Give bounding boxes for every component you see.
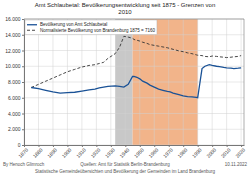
y-tick: 14.000 — [5, 32, 24, 38]
x-tick: 1880 — [31, 145, 43, 159]
x-tick: 1990 — [191, 145, 203, 159]
y-tick-label: 4.000 — [8, 111, 21, 117]
x-tick: 1910 — [75, 145, 87, 159]
x-tick-label: 1970 — [162, 147, 174, 159]
plot-frame — [244, 19, 245, 145]
x-tick: 2000 — [205, 145, 217, 159]
y-tick: 4.000 — [8, 111, 24, 117]
y-tick-label: 6.000 — [8, 95, 21, 101]
y-tick-mark — [22, 98, 24, 99]
title: Amt Schlaubetal: Bevölkerungsentwicklung… — [35, 2, 215, 8]
x-tick: 1960 — [147, 145, 159, 159]
x-tick-label: 1900 — [60, 147, 72, 159]
x-tick-label: 2020 — [234, 147, 246, 159]
series-line — [31, 65, 241, 98]
x-tick-label: 1960 — [147, 147, 159, 159]
x-tick-label: 1880 — [31, 147, 43, 159]
grid-line-y — [24, 113, 244, 114]
x-tick-label: 1940 — [118, 147, 130, 159]
x-tick-label: 1950 — [133, 147, 145, 159]
x-axis: 1870188018901900191019201930194019501960… — [17, 145, 246, 159]
x-tick: 1970 — [162, 145, 174, 159]
x-tick: 2010 — [220, 145, 232, 159]
x-tick: 2020 — [234, 145, 246, 159]
x-tick-label: 1920 — [89, 147, 101, 159]
y-tick-mark — [22, 66, 24, 67]
y-tick: 8.000 — [8, 79, 24, 85]
legend-box — [25, 20, 157, 35]
y-tick-label: 2.000 — [8, 126, 21, 132]
y-tick-label: 8.000 — [8, 79, 21, 85]
grid-line-y — [24, 82, 244, 83]
y-tick-label: 14.000 — [5, 32, 21, 38]
y-tick-label: 12.000 — [5, 48, 21, 54]
x-tick-label: 1930 — [104, 147, 116, 159]
y-tick-mark — [22, 145, 24, 146]
annotation: Quellen: Amt für Statistik Berlin-Brande… — [80, 162, 170, 167]
legend-swatch — [27, 30, 37, 31]
legend-swatch — [27, 24, 37, 25]
plot-frame — [24, 19, 244, 20]
y-tick: 16.000 — [5, 16, 24, 22]
y-tick-mark — [22, 129, 24, 130]
x-tick-label: 1890 — [46, 147, 58, 159]
x-tick: 1980 — [176, 145, 188, 159]
annotation: By Henoch Glimroch — [3, 162, 45, 167]
grid-line-y — [24, 145, 244, 146]
grid-line-y — [24, 50, 244, 51]
grid-line-y — [24, 19, 244, 20]
grid-line-y — [24, 66, 244, 67]
y-tick-mark — [22, 51, 24, 52]
y-tick-mark — [22, 19, 24, 20]
x-tick-label: 1980 — [176, 147, 188, 159]
y-axis-line — [24, 20, 25, 146]
x-tick: 1950 — [133, 145, 145, 159]
y-tick: 0 — [18, 142, 24, 148]
y-tick-label: 16.000 — [5, 16, 21, 22]
series-lines — [31, 36, 241, 97]
plot-area: 1870188018901900191019201930194019501960… — [5, 16, 246, 159]
annotation: 10.11.2022 — [225, 162, 248, 167]
chart: Amt Schlaubetal: Bevölkerungsentwicklung… — [0, 0, 250, 177]
y-tick: 2.000 — [8, 126, 24, 132]
grid — [24, 19, 244, 145]
y-tick-label: 10.000 — [5, 63, 21, 69]
y-tick-mark — [22, 35, 24, 36]
grid-line-y — [24, 129, 244, 130]
x-tick: 1940 — [118, 145, 130, 159]
y-axis: 0 2.000 4.000 6.000 8.000 10.000 12.000 14.000 1… — [5, 16, 24, 148]
x-tick: 1890 — [46, 145, 58, 159]
grid-line-y — [24, 97, 244, 98]
x-tick: 1930 — [104, 145, 116, 159]
x-tick-label: 1870 — [17, 147, 29, 159]
x-tick-label: 1990 — [191, 147, 203, 159]
y-tick: 10.000 — [5, 63, 24, 69]
x-tick-label: 2000 — [205, 147, 217, 159]
subtitle: 2010 — [118, 9, 132, 15]
x-tick: 1900 — [60, 145, 72, 159]
series-line — [31, 36, 241, 87]
legend: Bevölkerung von Amt SchlaubetalNormalisi… — [25, 20, 157, 35]
y-tick-mark — [22, 82, 24, 83]
annotation: Statistische Gemeindeübersichten und Bev… — [35, 169, 216, 174]
y-tick-mark — [22, 114, 24, 115]
legend-label: Bevölkerung von Amt Schlaubetal — [40, 22, 107, 27]
y-tick-label: 0 — [18, 142, 21, 148]
legend-label: Normalisierte Bevölkerung von Brandenbur… — [40, 28, 155, 33]
y-tick: 12.000 — [5, 48, 24, 54]
x-axis-line — [25, 145, 245, 146]
x-tick-label: 1910 — [75, 147, 87, 159]
x-tick: 1920 — [89, 145, 101, 159]
x-tick-label: 2010 — [220, 147, 232, 159]
y-tick: 6.000 — [8, 95, 24, 101]
